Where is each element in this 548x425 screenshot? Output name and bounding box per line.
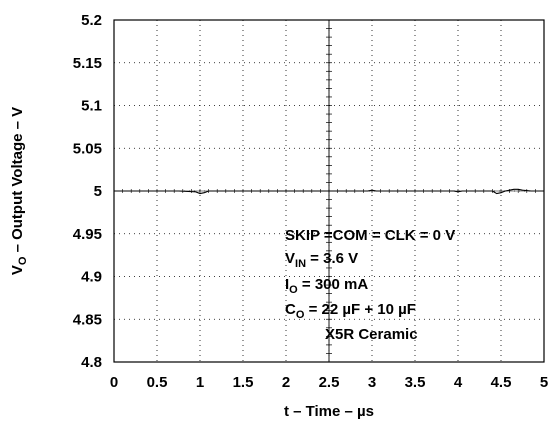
annotation-line-skip: SKIP =COM = CLK = 0 V bbox=[285, 227, 455, 244]
test-conditions-annotation: SKIP =COM = CLK = 0 V VIN = 3.6 V IO = 3… bbox=[285, 227, 455, 343]
y-tick-label: 4.9 bbox=[81, 269, 102, 286]
x-axis-label: t – Time – µs bbox=[284, 403, 374, 420]
y-tick-labels: 4.8 4.85 4.9 4.95 5 5.05 5.1 5.15 5.2 bbox=[73, 12, 102, 371]
x-tick-label: 1.5 bbox=[233, 374, 254, 391]
x-tick-label: 2.5 bbox=[319, 374, 340, 391]
x-tick-label: 0 bbox=[110, 374, 118, 391]
x-tick-label: 1 bbox=[196, 374, 204, 391]
x-tick-label: 2 bbox=[282, 374, 290, 391]
y-tick-label: 4.95 bbox=[73, 226, 102, 243]
y-tick-label: 4.8 bbox=[81, 354, 102, 371]
y-tick-label: 5 bbox=[94, 183, 102, 200]
x-tick-label: 3.5 bbox=[405, 374, 426, 391]
y-tick-label: 5.2 bbox=[81, 12, 102, 29]
annotation-line-io: IO = 300 mA bbox=[285, 276, 368, 296]
y-tick-label: 4.85 bbox=[73, 311, 102, 328]
x-tick-label: 4 bbox=[454, 374, 463, 391]
x-tick-label: 4.5 bbox=[491, 374, 512, 391]
series-group bbox=[114, 188, 544, 195]
x-tick-label: 5 bbox=[540, 374, 548, 391]
annotation-line-co: CO = 22 µF + 10 µF bbox=[285, 301, 416, 321]
y-axis-label: VO – Output Voltage – V bbox=[9, 107, 29, 275]
y-tick-label: 5.05 bbox=[73, 140, 102, 157]
annotation-line-dielectric: X5R Ceramic bbox=[325, 326, 418, 343]
annotation-line-vin: VIN = 3.6 V bbox=[285, 250, 358, 270]
x-tick-label: 3 bbox=[368, 374, 376, 391]
x-tick-label: 0.5 bbox=[147, 374, 168, 391]
plot-area-frame bbox=[113, 19, 545, 363]
y-tick-label: 5.1 bbox=[81, 98, 102, 115]
x-tick-labels: 0 0.5 1 1.5 2 2.5 3 3.5 4 4.5 5 bbox=[110, 374, 548, 391]
series-line-output-voltage bbox=[114, 188, 544, 195]
y-tick-label: 5.15 bbox=[73, 55, 102, 72]
